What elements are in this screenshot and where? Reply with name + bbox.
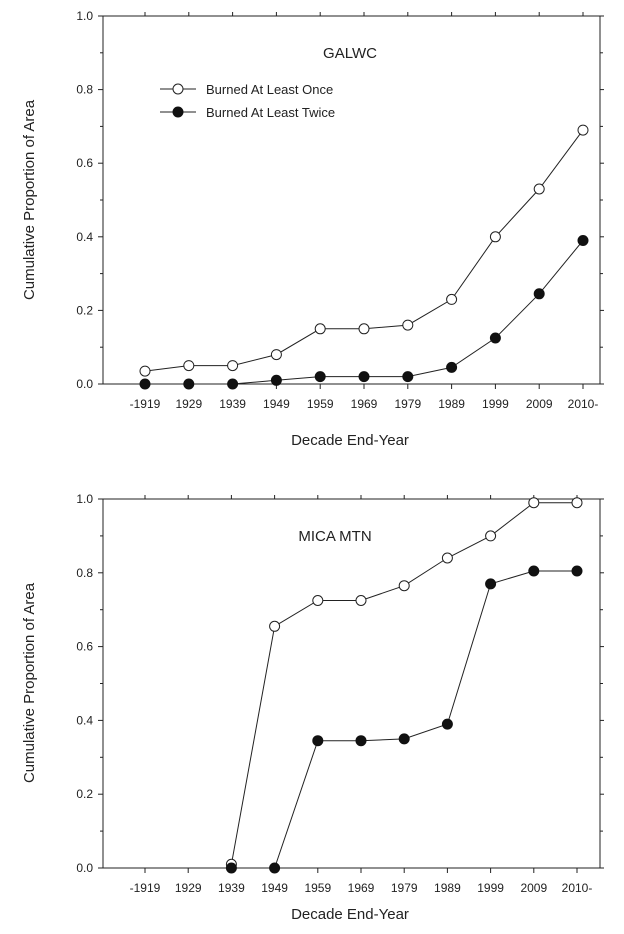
data-point-once [358,323,370,335]
data-point-once [402,319,414,331]
mica-mtn-panel: MICA MTN Decade End-Year Cumulative Prop… [21,492,604,923]
x-tick-label: 2009 [520,881,547,895]
data-point-once [398,580,410,592]
data-point-once [314,323,326,335]
data-point-twice [485,578,497,590]
y-tick-label: 0.8 [76,83,93,97]
y-tick-label: 0.2 [76,787,93,801]
y-tick-label: 0.6 [76,640,93,654]
data-point-twice [441,718,453,730]
x-tick-label: 1929 [175,881,202,895]
legend: Burned At Least Once Burned At Least Twi… [160,82,335,120]
data-point-once [139,365,151,377]
x-tick-label: 1969 [351,397,378,411]
x-tick-label: 1949 [263,397,290,411]
data-point-twice [269,862,281,874]
data-point-once [355,595,367,606]
data-point-twice [577,235,589,246]
data-point-once [441,552,453,564]
series-line-once [144,129,584,372]
plot-frame [102,498,601,869]
x-axis-label: Decade End-Year [291,432,409,449]
y-tick-label: 0.0 [76,861,93,875]
data-point-once [183,360,195,372]
x-tick-label: 1999 [482,397,509,411]
data-point-once [269,620,281,632]
panel-title: MICA MTN [298,528,371,545]
data-point-twice [571,565,583,577]
x-tick-label: 1959 [307,397,334,411]
galwc-panel: GALWC Decade End-Year Cumulative Proport… [21,9,604,449]
x-axis-label: Decade End-Year [291,906,409,923]
data-point-twice [225,862,237,874]
y-tick-label: 1.0 [76,492,93,506]
data-point-twice [528,565,540,577]
x-tick-label: 1979 [394,397,421,411]
data-point-twice [183,378,195,390]
legend-label-twice: Burned At Least Twice [206,105,335,120]
data-point-once [312,595,324,606]
data-point-once [270,349,282,361]
data-point-once [446,293,458,305]
data-point-twice [139,378,151,390]
y-tick-label: 0.6 [76,156,93,170]
legend-marker-twice [172,106,184,118]
series-line-once [230,502,577,865]
x-tick-label: 1999 [477,881,504,895]
x-tick-label: 1989 [434,881,461,895]
data-point-once [533,183,545,195]
legend-label-once: Burned At Least Once [206,82,333,97]
y-tick-label: 0.4 [76,230,93,244]
y-axis-label: Cumulative Proportion of Area [21,99,38,300]
data-point-twice [402,371,414,383]
x-tick-label: 1939 [219,397,246,411]
x-tick-label: 1959 [304,881,331,895]
data-point-twice [358,371,370,383]
y-tick-label: 0.0 [76,377,93,391]
x-tick-label: 2010- [568,397,599,411]
y-tick-label: 0.2 [76,303,93,317]
data-point-once [489,231,501,243]
data-point-twice [312,735,324,747]
y-tick-label: 0.4 [76,713,93,727]
series-line-twice [145,240,584,385]
x-tick-label: -1919 [130,397,161,411]
data-point-once [485,530,497,542]
x-tick-label: 1969 [348,881,375,895]
x-tick-label: 1979 [391,881,418,895]
y-tick-label: 0.8 [76,566,93,580]
y-axis-label: Cumulative Proportion of Area [21,582,38,783]
x-tick-label: 1939 [218,881,245,895]
x-tick-label: -1919 [130,881,161,895]
legend-marker-once [172,83,184,95]
data-point-twice [398,733,410,745]
x-tick-label: 1989 [438,397,465,411]
series-line-twice [231,570,577,869]
data-point-twice [446,361,458,373]
data-point-twice [533,288,545,300]
data-point-twice [227,378,239,390]
data-point-once [571,497,583,509]
data-point-once [528,497,540,509]
x-tick-label: 2010- [562,881,593,895]
x-tick-label: 2009 [526,397,553,411]
x-tick-label: 1929 [175,397,202,411]
x-tick-label: 1949 [261,881,288,895]
data-point-twice [270,374,282,386]
data-point-twice [314,371,326,383]
data-point-once [227,360,239,372]
panel-title: GALWC [323,45,377,62]
data-point-once [577,124,589,136]
data-point-twice [355,735,367,747]
y-tick-label: 1.0 [76,9,93,23]
data-point-twice [489,332,501,344]
